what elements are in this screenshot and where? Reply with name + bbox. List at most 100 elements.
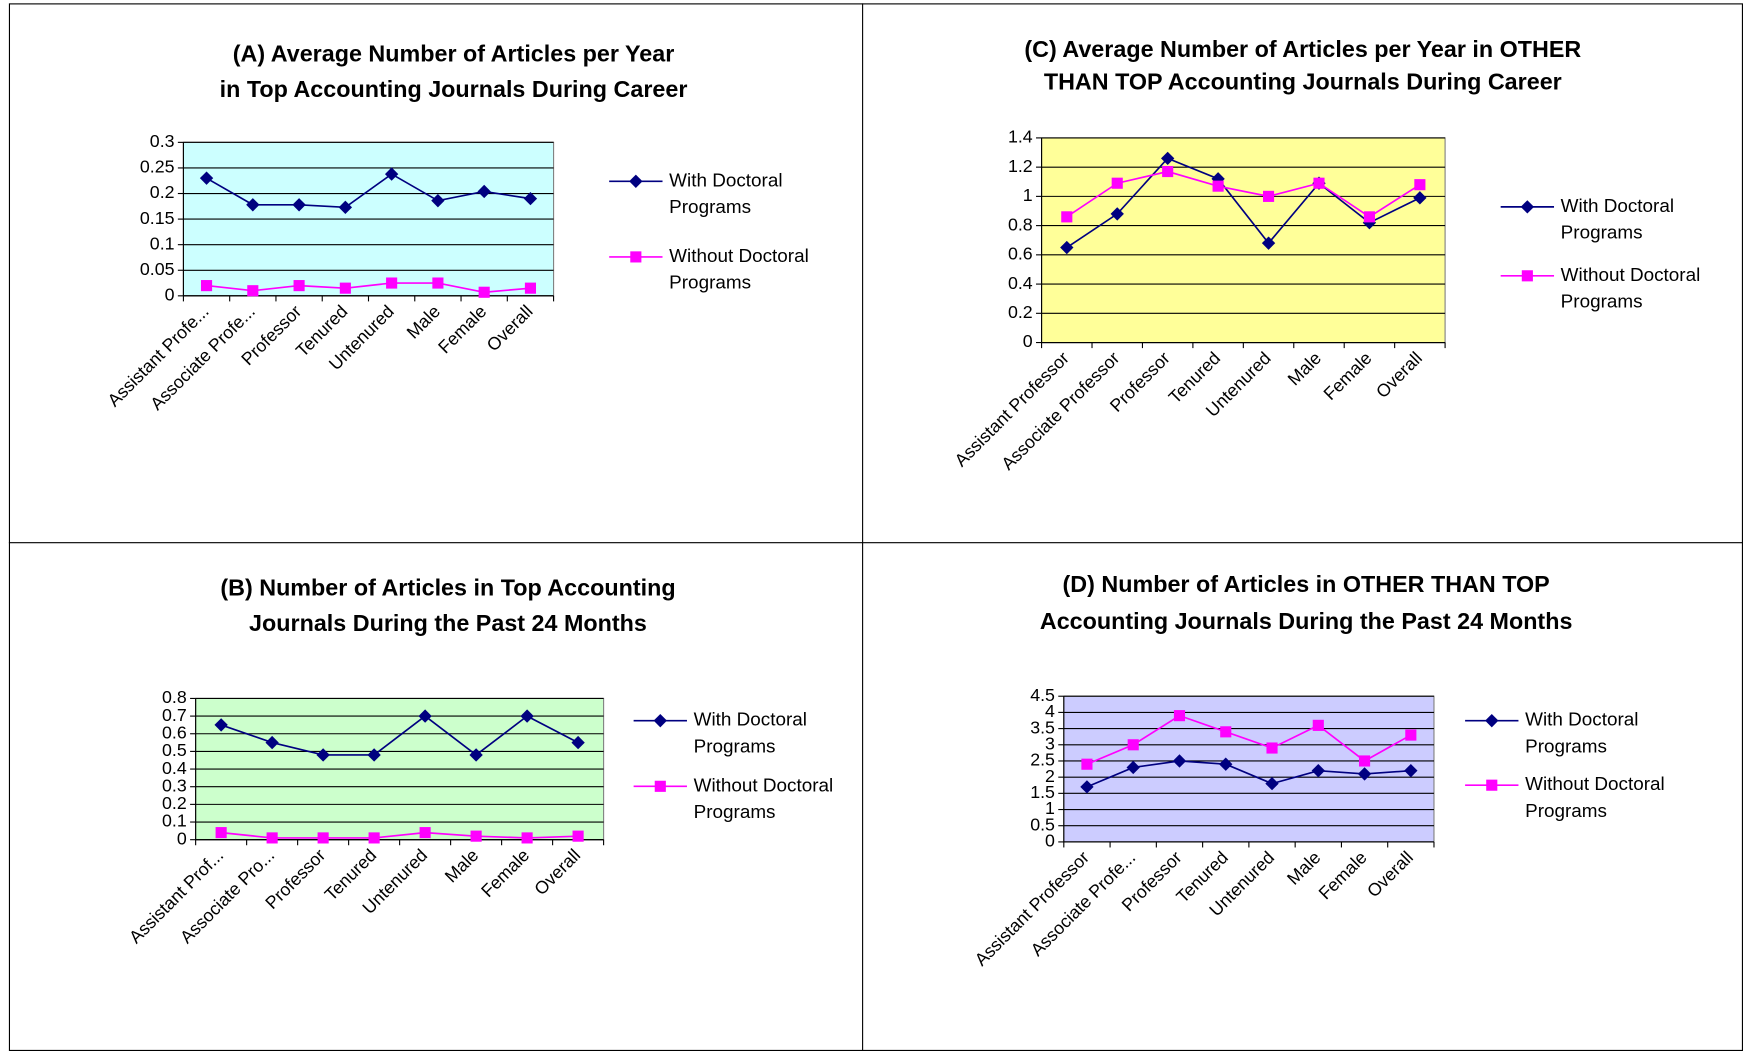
- legend-marker: [654, 780, 666, 792]
- legend-label: With Doctoral Programs: [669, 170, 782, 218]
- series-line: [1086, 714, 1412, 765]
- x-tick-label: Male: [403, 301, 444, 342]
- y-tick-label: 0.2: [1008, 302, 1033, 322]
- data-point: [1266, 742, 1278, 754]
- x-tick-label: Female: [1315, 847, 1371, 903]
- data-point: [1162, 165, 1174, 178]
- data-point: [523, 191, 538, 206]
- y-tick-label: 0.1: [162, 811, 187, 831]
- data-point: [367, 748, 381, 762]
- x-tick-label: Overall: [530, 845, 584, 899]
- data-point: [1220, 726, 1232, 738]
- data-point: [1061, 211, 1073, 223]
- data-point: [317, 832, 329, 844]
- data-point: [470, 830, 482, 842]
- legend-marker: [630, 251, 642, 263]
- legend-marker: [653, 714, 667, 728]
- chart-title: (D) Number of Articles in OTHER THAN TOP…: [1040, 571, 1573, 634]
- legend-label: With Doctoral Programs: [1525, 710, 1638, 758]
- legend-label: Without Doctoral Programs: [669, 246, 809, 294]
- series-line: [220, 715, 579, 756]
- data-point: [419, 827, 431, 839]
- y-tick-label: 0: [165, 285, 175, 305]
- data-point: [1261, 236, 1276, 250]
- data-point: [572, 830, 584, 842]
- x-tick-label: Female: [1320, 348, 1376, 404]
- y-tick-label: 0.2: [162, 793, 187, 813]
- y-tick-label: 1.5: [1030, 782, 1055, 802]
- data-point: [524, 282, 537, 294]
- data-point: [1359, 755, 1371, 767]
- legend-label: Without Doctoral Programs: [1525, 774, 1665, 822]
- data-point: [339, 282, 351, 294]
- series-line: [1066, 170, 1421, 218]
- y-tick-label: 0.6: [162, 722, 187, 742]
- y-tick-label: 0.1: [150, 233, 175, 253]
- y-tick-label: 0.6: [1008, 244, 1033, 264]
- data-point: [384, 167, 399, 181]
- y-tick-label: 0: [1045, 831, 1055, 851]
- x-tick-label: Female: [477, 845, 533, 901]
- data-point: [200, 280, 213, 292]
- data-point: [1414, 179, 1426, 191]
- data-point: [1172, 754, 1187, 768]
- data-point: [246, 198, 260, 212]
- data-point: [266, 832, 278, 844]
- y-tick-label: 0.4: [162, 758, 187, 778]
- y-tick-label: 2: [1045, 766, 1055, 786]
- data-point: [1111, 177, 1123, 189]
- series-line: [206, 282, 531, 294]
- data-point: [338, 200, 353, 215]
- data-point: [1413, 191, 1427, 205]
- data-point: [521, 832, 533, 844]
- y-tick-label: 0.05: [140, 259, 175, 279]
- legend-label: With Doctoral Programs: [694, 710, 807, 758]
- x-tick-label: Male: [1283, 847, 1324, 888]
- y-tick-label: 1.2: [1008, 156, 1033, 176]
- y-tick-label: 4.5: [1030, 685, 1055, 705]
- y-tick-label: 0.4: [1008, 273, 1033, 293]
- data-point: [1219, 757, 1233, 771]
- y-tick-label: 0.5: [1030, 814, 1055, 834]
- y-tick-label: 0: [1023, 331, 1033, 351]
- data-point: [1363, 211, 1375, 223]
- series-line: [1066, 157, 1421, 249]
- y-tick-label: 0.8: [162, 687, 187, 707]
- data-point: [199, 171, 214, 185]
- data-point: [214, 718, 228, 732]
- y-tick-label: 0: [177, 828, 187, 848]
- plot-area: [1041, 137, 1446, 344]
- y-tick-label: 1.4: [1008, 127, 1033, 147]
- data-point: [1262, 190, 1275, 202]
- legend-marker: [1520, 200, 1535, 214]
- y-tick-label: 0.5: [162, 740, 187, 760]
- series-line: [206, 173, 531, 209]
- data-point: [1080, 780, 1094, 794]
- legend-marker: [1486, 779, 1498, 791]
- y-tick-label: 0.7: [162, 705, 187, 725]
- legend-label: Without Doctoral Programs: [694, 775, 834, 823]
- legend-marker: [1485, 714, 1499, 728]
- x-tick-label: Male: [1284, 348, 1325, 389]
- data-point: [386, 277, 398, 289]
- data-point: [368, 832, 380, 844]
- data-point: [432, 277, 444, 289]
- x-tick-label: Overall: [1363, 847, 1417, 901]
- plot-area: [1063, 695, 1435, 843]
- y-tick-label: 1: [1023, 185, 1033, 205]
- series-line: [1086, 760, 1411, 788]
- chart-title: (C) Average Number of Articles per Year …: [1024, 36, 1581, 94]
- data-point: [1212, 180, 1224, 192]
- legend-marker: [629, 174, 643, 188]
- legend-marker: [1521, 270, 1533, 282]
- data-point: [1265, 776, 1279, 791]
- data-point: [293, 280, 305, 292]
- y-tick-label: 0.3: [150, 131, 175, 151]
- data-point: [478, 286, 490, 298]
- data-point: [1311, 764, 1325, 778]
- y-tick-label: 0.15: [140, 208, 175, 228]
- y-tick-label: 0.3: [162, 775, 187, 795]
- data-point: [1081, 758, 1093, 770]
